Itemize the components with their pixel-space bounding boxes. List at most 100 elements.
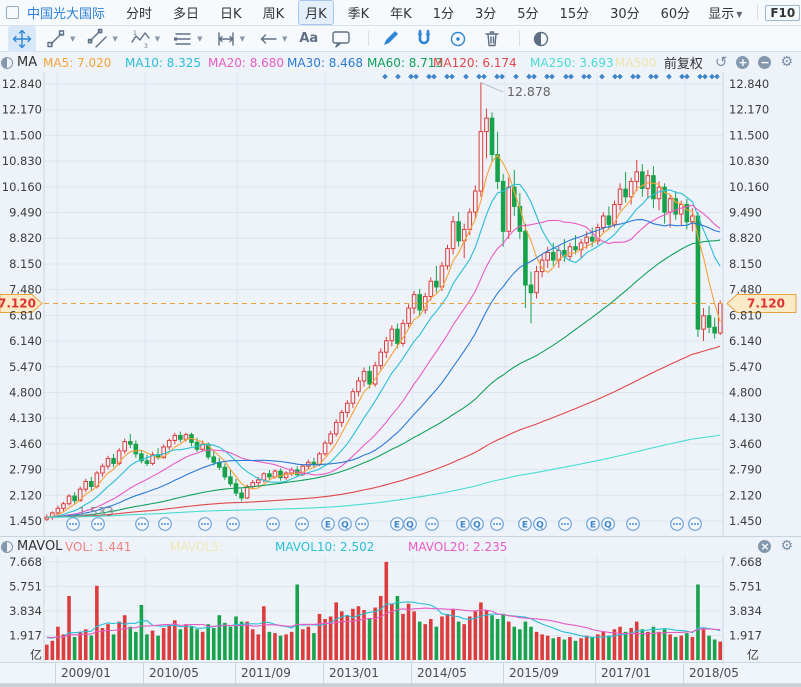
contrast-tool[interactable] — [527, 26, 555, 52]
event-marker-E[interactable]: E — [456, 517, 470, 531]
trendline-tool-icon — [47, 29, 65, 47]
volume-bars — [44, 561, 723, 660]
event-marker-Q[interactable]: Q — [601, 517, 615, 531]
target-tool[interactable] — [444, 26, 472, 52]
display-menu[interactable]: 显示 ▼ — [704, 1, 746, 24]
ma-value-0: MA5: 7.020 — [43, 56, 112, 70]
settings-gear-icon[interactable]: ⚙ — [780, 53, 793, 70]
event-marker-Q[interactable]: Q — [470, 517, 484, 531]
event-marker-dots[interactable] — [558, 517, 572, 531]
svg-text:2.120: 2.120 — [9, 488, 42, 502]
event-marker-dots[interactable] — [135, 517, 149, 531]
indicator-eye-icon[interactable] — [1, 541, 13, 553]
stock-name[interactable]: 中国光大国际 — [27, 7, 106, 22]
mavol-lines — [46, 601, 721, 639]
adjust-mode-button[interactable]: 前复权 — [663, 56, 703, 72]
event-marker-Q[interactable]: Q — [533, 517, 547, 531]
arrow-tool[interactable]: ▼ — [254, 26, 290, 52]
move-tool[interactable] — [8, 25, 36, 52]
period-tab-zhou-k[interactable]: 周K — [262, 7, 285, 22]
event-marker-E[interactable]: E — [586, 517, 600, 531]
time-axis-label: 2009/01 — [61, 666, 111, 680]
svg-text:4.130: 4.130 — [729, 411, 762, 425]
magnet-tool[interactable] — [410, 26, 438, 52]
period-tab-30fen[interactable]: 30分 — [610, 7, 640, 22]
event-marker-dots[interactable] — [158, 517, 172, 531]
svg-text:1.917: 1.917 — [729, 628, 762, 642]
trash-tool[interactable] — [478, 26, 506, 52]
mavol-value-3: MAVOL20: 2.235 — [408, 540, 508, 554]
scrollbar-strip[interactable] — [0, 684, 801, 687]
event-marker-dots[interactable] — [198, 517, 212, 531]
period-tab-1fen[interactable]: 1分 — [432, 7, 454, 22]
pencil-tool[interactable] — [376, 26, 404, 52]
ma-value-6: MA250: 3.693 — [530, 56, 614, 70]
svg-text:12.840: 12.840 — [2, 77, 42, 91]
period-tab-duori[interactable]: 多日 — [173, 7, 200, 22]
undo-icon[interactable]: ↺ — [714, 52, 728, 71]
channel-tool[interactable]: ▼ — [84, 26, 120, 52]
period-tab-ri-k[interactable]: 日K — [220, 7, 242, 22]
event-marker-Q[interactable]: Q — [403, 517, 417, 531]
svg-text:1.450: 1.450 — [729, 514, 762, 528]
current-price-tag — [726, 293, 797, 313]
event-marker-Q[interactable]: Q — [338, 517, 352, 531]
event-marker-E[interactable]: E — [321, 517, 335, 531]
period-tab-yue-k[interactable]: 月K — [298, 0, 334, 25]
event-marker-dots[interactable] — [91, 517, 105, 531]
period-tab-60fen[interactable]: 60分 — [660, 7, 691, 22]
event-marker-dots[interactable] — [670, 517, 684, 531]
event-marker-E[interactable]: E — [518, 517, 532, 531]
callout-tool[interactable] — [327, 26, 355, 52]
window-icon[interactable] — [6, 6, 19, 19]
divider — [519, 31, 521, 46]
svg-text:10.830: 10.830 — [2, 154, 42, 168]
period-tab-nian-k[interactable]: 年K — [390, 7, 412, 22]
period-tab-3fen[interactable]: 3分 — [474, 7, 497, 22]
ma-value-4: MA60: 8.713 — [367, 56, 444, 70]
svg-text:6.810: 6.810 — [9, 308, 42, 322]
ma-value-1: MA10: 8.325 — [125, 56, 202, 70]
fib-lines-tool[interactable]: ▼ — [169, 26, 205, 52]
svg-text:E: E — [394, 521, 400, 531]
event-marker-dots[interactable] — [295, 517, 309, 531]
svg-text:Q: Q — [473, 521, 481, 531]
trendline-tool[interactable]: ▼ — [42, 26, 78, 52]
announcement-markers[interactable] — [382, 73, 720, 80]
indicator-eye-icon[interactable] — [1, 57, 13, 69]
grid-lines — [43, 72, 724, 536]
period-tab-ji-k[interactable]: 季K — [347, 7, 370, 22]
mavol-value-2: MAVOL10: 2.502 — [275, 540, 375, 554]
measure-tool[interactable]: ▼ — [212, 26, 248, 52]
time-axis: 2009/01 2010/05 2011/09 2013/01 2014/05 2015/… — [0, 662, 801, 684]
svg-text:7.480: 7.480 — [729, 283, 762, 297]
event-marker-dots[interactable] — [490, 517, 504, 531]
event-marker-dots[interactable] — [688, 517, 702, 531]
wave-tool[interactable]: 1 3 ▼ — [127, 26, 163, 52]
volume-panel-controls: × ⚙ — [758, 537, 793, 555]
event-marker-dots[interactable] — [66, 517, 80, 531]
period-tab-5fen[interactable]: 5分 — [517, 7, 539, 22]
settings-gear-icon[interactable]: ⚙ — [780, 537, 793, 554]
event-marker-dots[interactable] — [626, 517, 640, 531]
event-marker-dots[interactable] — [226, 517, 240, 531]
text-tool[interactable]: Aa — [296, 29, 321, 48]
period-tab-fenshi[interactable]: 分时 — [126, 7, 153, 22]
period-tab-15fen[interactable]: 15分 — [559, 7, 590, 22]
svg-text:7.668: 7.668 — [9, 556, 42, 569]
event-marker-dots[interactable] — [266, 517, 280, 531]
svg-text:10.160: 10.160 — [2, 180, 42, 194]
event-marker-E[interactable]: E — [390, 517, 404, 531]
svg-text:3.834: 3.834 — [729, 604, 762, 618]
svg-text:7.480: 7.480 — [9, 283, 42, 297]
event-marker-dots[interactable] — [425, 517, 439, 531]
event-marker-dots[interactable] — [355, 517, 369, 531]
current-price-value: 7.120 — [0, 296, 36, 310]
mavol-value-1: MAVOL5: — [170, 540, 224, 554]
close-icon[interactable]: × — [758, 539, 772, 553]
f10-button[interactable]: F10 — [765, 4, 801, 21]
zoom-out-icon[interactable]: − — [758, 55, 772, 69]
divider — [757, 5, 759, 20]
current-price-tag — [0, 293, 43, 313]
zoom-in-icon[interactable]: + — [736, 55, 750, 69]
